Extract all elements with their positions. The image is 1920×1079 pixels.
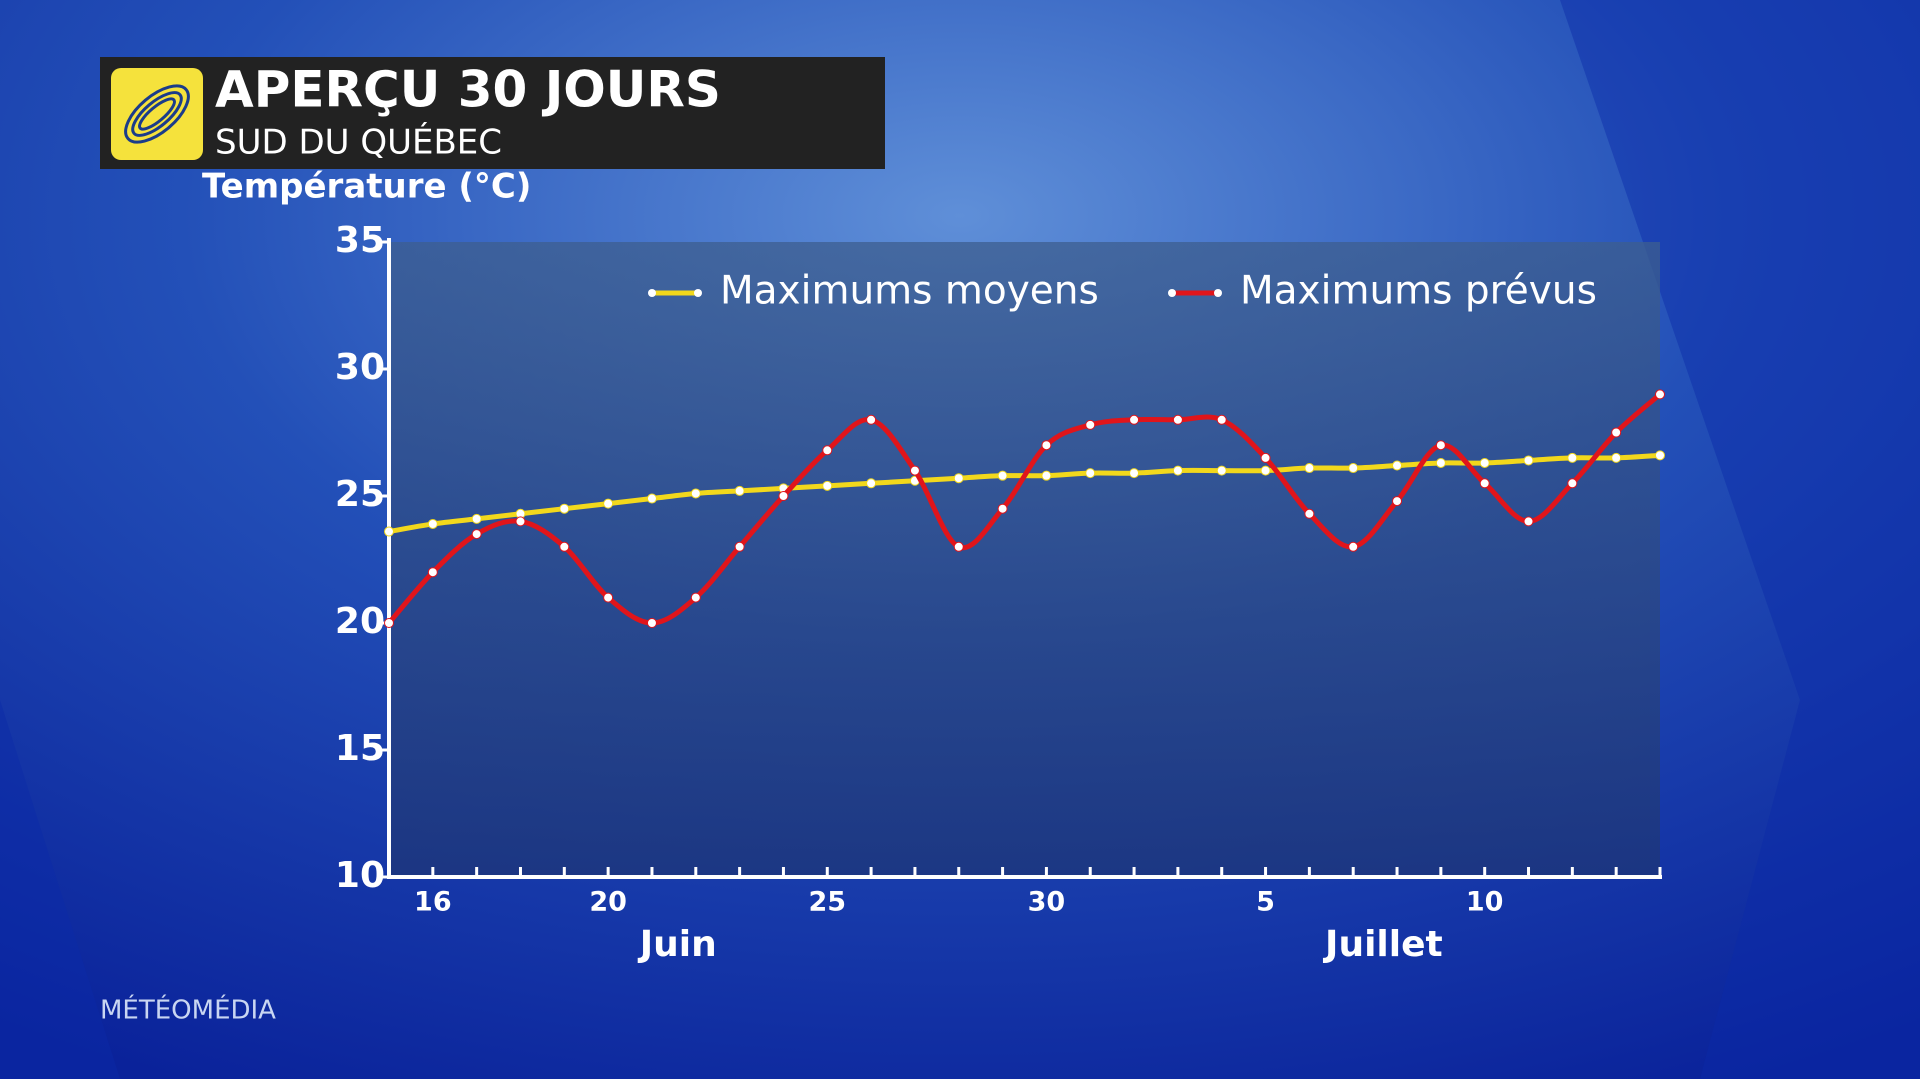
data-point	[384, 618, 394, 628]
data-point	[1260, 465, 1271, 476]
data-point	[1085, 419, 1096, 430]
x-tick-label: 5	[1256, 887, 1275, 918]
x-tick-label: 20	[589, 887, 627, 918]
month-label: Juin	[637, 924, 717, 965]
data-point	[1041, 470, 1052, 481]
data-point	[953, 541, 964, 552]
data-point	[1435, 440, 1446, 451]
data-point	[1129, 414, 1140, 425]
data-point	[866, 478, 877, 489]
data-point	[603, 498, 614, 509]
data-point	[1611, 452, 1622, 463]
data-point	[559, 503, 570, 514]
data-point	[1567, 478, 1578, 489]
chart-subtitle: SUD DU QUÉBEC	[215, 122, 502, 163]
data-point	[1129, 468, 1140, 479]
data-point	[1611, 427, 1622, 438]
data-point	[734, 541, 745, 552]
data-point	[1348, 463, 1359, 474]
x-tick-label: 25	[808, 887, 846, 918]
y-tick-label: 15	[335, 728, 385, 769]
logo-swirl	[124, 84, 190, 144]
x-tick-label: 10	[1466, 887, 1504, 918]
data-point	[1172, 414, 1183, 425]
data-point	[1085, 468, 1096, 479]
source: MÉTÉOMÉDIA	[100, 994, 276, 1026]
data-point	[1216, 465, 1227, 476]
data-point	[997, 503, 1008, 514]
legend-dot	[694, 289, 702, 297]
data-point	[1348, 541, 1359, 552]
data-point	[1260, 452, 1271, 463]
data-point	[1523, 516, 1534, 527]
data-point	[1172, 465, 1183, 476]
data-point	[603, 592, 614, 603]
plot-area	[389, 242, 1660, 877]
data-point	[822, 445, 833, 456]
data-point	[1392, 496, 1403, 507]
data-point	[953, 473, 964, 484]
legend-label: Maximums prévus	[1240, 269, 1597, 314]
data-point	[1655, 389, 1665, 400]
background-shape	[1560, 0, 1920, 1079]
background-shape	[0, 700, 120, 1079]
data-point	[427, 567, 438, 578]
data-point	[427, 518, 438, 529]
data-point	[646, 618, 657, 628]
data-point	[1479, 478, 1490, 489]
data-point	[866, 414, 877, 425]
logo	[111, 68, 203, 160]
month-label: Juillet	[1322, 924, 1443, 965]
data-point	[1567, 452, 1578, 463]
data-point	[1523, 455, 1534, 466]
x-tick-label: 30	[1028, 887, 1066, 918]
data-point	[734, 485, 745, 496]
y-tick-label: 20	[335, 601, 385, 642]
data-point	[822, 480, 833, 491]
data-point	[909, 465, 920, 476]
data-point	[1655, 450, 1665, 461]
data-point	[1479, 457, 1490, 468]
data-point	[778, 491, 789, 501]
data-point	[1041, 440, 1052, 451]
legend-dot	[648, 289, 656, 297]
data-point	[1304, 508, 1315, 519]
data-point	[690, 592, 701, 603]
legend-dot	[1214, 289, 1222, 297]
data-point	[690, 488, 701, 499]
data-point	[471, 529, 482, 540]
legend-dot	[1168, 289, 1176, 297]
data-point	[646, 493, 657, 504]
y-tick-label: 25	[335, 474, 385, 515]
data-point	[515, 516, 526, 527]
data-point	[559, 541, 570, 552]
legend-label: Maximums moyens	[720, 269, 1099, 314]
data-point	[997, 470, 1008, 481]
y-tick-label: 35	[335, 220, 385, 261]
y-tick-label: 10	[335, 855, 385, 896]
data-point	[1392, 460, 1403, 471]
y-axis-label: Température (°C)	[202, 167, 531, 207]
chart-title: APERÇU 30 JOURS	[215, 61, 721, 119]
data-point	[1216, 414, 1227, 425]
data-point	[1304, 463, 1315, 474]
y-tick-label: 30	[335, 347, 385, 388]
data-point	[1435, 457, 1446, 468]
data-point	[471, 513, 482, 524]
x-tick-label: 16	[414, 887, 452, 918]
header-box	[100, 57, 885, 169]
data-point	[384, 526, 394, 537]
